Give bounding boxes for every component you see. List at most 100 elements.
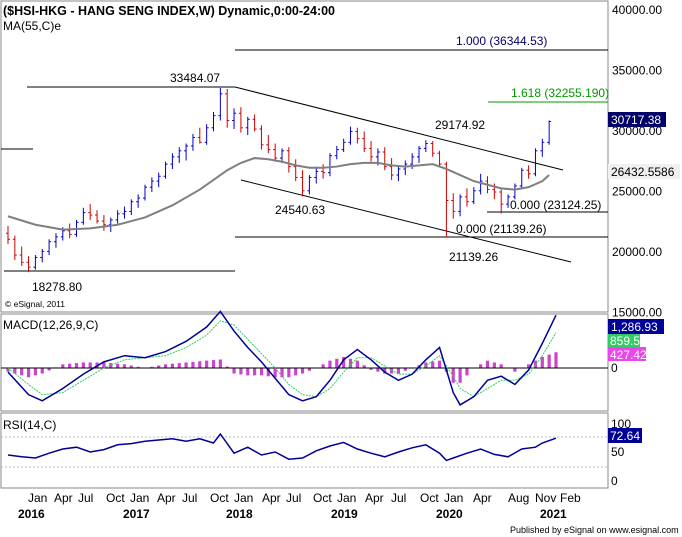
- fib-label-36344: 1.000 (36344.53): [456, 34, 547, 48]
- macd-hist-bar: [157, 365, 161, 368]
- macd-hist-bar: [396, 368, 401, 374]
- macd-hist-bar: [390, 368, 394, 374]
- macd-hist-bar: [335, 358, 339, 368]
- price-tick-label: 40000.00: [612, 3, 662, 17]
- macd-hist-bar: [342, 356, 346, 368]
- month-tick-label: Feb: [560, 491, 581, 505]
- macd-hist-bar: [47, 368, 51, 371]
- macd-hist-bar: [122, 364, 127, 368]
- macd-hist-bar: [232, 368, 236, 374]
- macd-hist-bar: [328, 360, 332, 368]
- last-price-box: [608, 112, 666, 127]
- macd-hist-bar: [198, 361, 202, 368]
- month-tick-label: Apr: [157, 491, 176, 505]
- hist-value-box: [608, 347, 646, 361]
- macd-hist-bar: [300, 368, 305, 374]
- macd-hist-bar: [437, 360, 442, 368]
- macd-hist-bar: [40, 368, 44, 374]
- macd-hist-bar: [280, 368, 284, 378]
- fib-label-32255: 1.618 (32255.190): [511, 86, 609, 100]
- ma-value: 26432.5586: [611, 165, 675, 179]
- macd-hist-bar: [479, 364, 483, 368]
- macd-hist-bar: [355, 360, 359, 368]
- month-tick-label: Jul: [391, 491, 406, 505]
- macd-hist-bar: [136, 366, 140, 368]
- macd-hist-bar: [88, 362, 92, 368]
- macd-hist-bar: [547, 354, 551, 368]
- macd-hist-bar: [20, 368, 24, 376]
- annotation-29174: 29174.92: [435, 118, 485, 132]
- month-tick-label: Jan: [234, 491, 253, 505]
- macd-hist-bar: [239, 368, 243, 375]
- macd-value: 1,286.93: [611, 320, 658, 334]
- price-tick-label: 25000.00: [612, 185, 662, 199]
- macd-hist-bar: [307, 368, 311, 371]
- signal-value-box: [608, 334, 640, 347]
- month-tick-label: Apr: [473, 491, 492, 505]
- macd-hist-bar: [533, 360, 538, 368]
- macd-hist-bar: [369, 368, 373, 370]
- rsi-line: [7, 432, 557, 462]
- macd-panel-frame: [0, 313, 609, 412]
- month-tick-label: Apr: [365, 491, 384, 505]
- ma-value-box: [608, 164, 680, 179]
- macd-hist-bar: [6, 368, 10, 372]
- month-tick-label: Oct: [420, 491, 439, 505]
- annotation-21139: 21139.26: [449, 250, 498, 264]
- macd-hist-bar: [458, 368, 462, 383]
- esignal-credit: © eSignal, 2011: [5, 299, 65, 309]
- year-tick-label: 2019: [331, 507, 358, 521]
- macd-hist-bar: [403, 368, 407, 371]
- annotation-18278: 18278.80: [32, 280, 82, 294]
- signal-value: 859.5: [610, 334, 640, 348]
- month-tick-label: Apr: [262, 491, 281, 505]
- month-tick-label: Oct: [106, 491, 125, 505]
- macd-hist-bar: [116, 363, 120, 368]
- macd-hist-bar: [424, 362, 428, 368]
- macd-hist-bar: [554, 352, 558, 368]
- macd-hist-bar: [527, 364, 531, 368]
- macd-hist-bar: [348, 358, 353, 368]
- macd-hist-bar: [13, 368, 17, 374]
- price-tick-label: 30000.00: [612, 124, 662, 138]
- month-tick-label: Apr: [54, 491, 73, 505]
- rsi-panel-frame: [0, 412, 609, 489]
- price-tick-label: 35000.00: [612, 64, 662, 78]
- macd-hist-bar: [163, 364, 168, 368]
- rsi-tick-100: 100: [611, 417, 631, 431]
- rsi-value: 72.64: [610, 429, 640, 443]
- year-tick-label: 2021: [540, 507, 567, 521]
- rsi-value-box: [608, 428, 642, 443]
- last-price-value: 30717.38: [611, 113, 661, 127]
- annotation-peak-33484: 33484.07: [170, 71, 220, 85]
- macd-hist-bar: [362, 365, 366, 368]
- month-tick-label: Jul: [182, 491, 197, 505]
- macd-hist-bar: [225, 366, 229, 368]
- macd-title: MACD(12,26,9,C): [3, 318, 98, 332]
- footer-credit: Published by eSignal on www.esignal.com: [510, 525, 679, 535]
- macd-hist-bar: [74, 363, 79, 368]
- month-tick-label: Aug: [508, 491, 529, 505]
- macd-hist-bar: [287, 368, 291, 378]
- macd-hist-bar: [492, 362, 496, 368]
- macd-hist-bar: [170, 363, 174, 368]
- macd-hist-bar: [431, 361, 435, 368]
- macd-hist-bar: [218, 359, 222, 368]
- fib-label-21139: 0.000 (21139.26): [456, 222, 547, 236]
- macd-hist-bar: [102, 362, 106, 368]
- month-tick-label: Nov: [535, 491, 556, 505]
- macd-hist-bar: [81, 362, 85, 368]
- macd-tick-zero: 0: [611, 361, 618, 375]
- macd-hist-bar: [499, 364, 503, 368]
- year-tick-label: 2017: [123, 507, 150, 521]
- macd-hist-bar: [61, 364, 65, 368]
- annotation-24540: 24540.63: [275, 203, 325, 217]
- rsi-title: RSI(14,C): [3, 418, 56, 432]
- rsi-tick-0: 0: [611, 474, 618, 488]
- fib-label-23124: 0.000 (23124.25): [510, 198, 601, 212]
- macd-hist-bar: [540, 356, 544, 368]
- hist-value: 427.42: [610, 348, 647, 362]
- month-tick-label: Jul: [286, 491, 301, 505]
